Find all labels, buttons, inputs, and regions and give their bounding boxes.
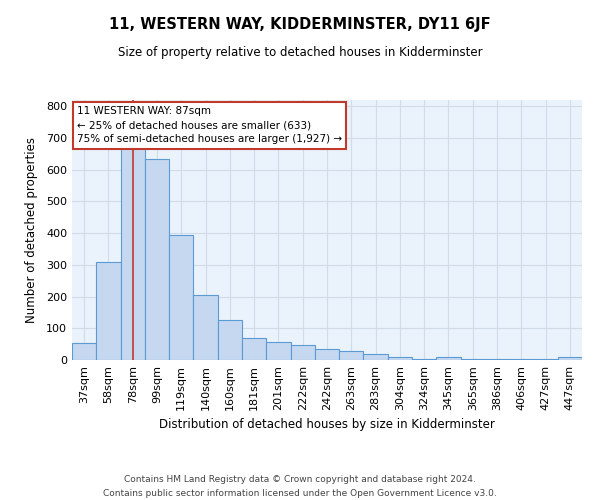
Bar — [96, 262, 121, 360]
Bar — [339, 351, 364, 360]
Bar — [558, 358, 582, 360]
X-axis label: Distribution of detached houses by size in Kidderminster: Distribution of detached houses by size … — [159, 418, 495, 432]
Bar — [169, 235, 193, 360]
Bar — [218, 320, 242, 360]
Bar — [193, 295, 218, 360]
Bar — [364, 354, 388, 360]
Text: Contains HM Land Registry data © Crown copyright and database right 2024.
Contai: Contains HM Land Registry data © Crown c… — [103, 476, 497, 498]
Text: 11 WESTERN WAY: 87sqm
← 25% of detached houses are smaller (633)
75% of semi-det: 11 WESTERN WAY: 87sqm ← 25% of detached … — [77, 106, 342, 144]
Bar — [145, 158, 169, 360]
Bar — [121, 119, 145, 360]
Y-axis label: Number of detached properties: Number of detached properties — [25, 137, 38, 323]
Bar — [315, 349, 339, 360]
Bar — [436, 357, 461, 360]
Bar — [72, 342, 96, 360]
Bar — [290, 345, 315, 360]
Bar — [242, 338, 266, 360]
Text: Size of property relative to detached houses in Kidderminster: Size of property relative to detached ho… — [118, 46, 482, 59]
Bar — [266, 342, 290, 360]
Text: 11, WESTERN WAY, KIDDERMINSTER, DY11 6JF: 11, WESTERN WAY, KIDDERMINSTER, DY11 6JF — [109, 18, 491, 32]
Bar — [388, 357, 412, 360]
